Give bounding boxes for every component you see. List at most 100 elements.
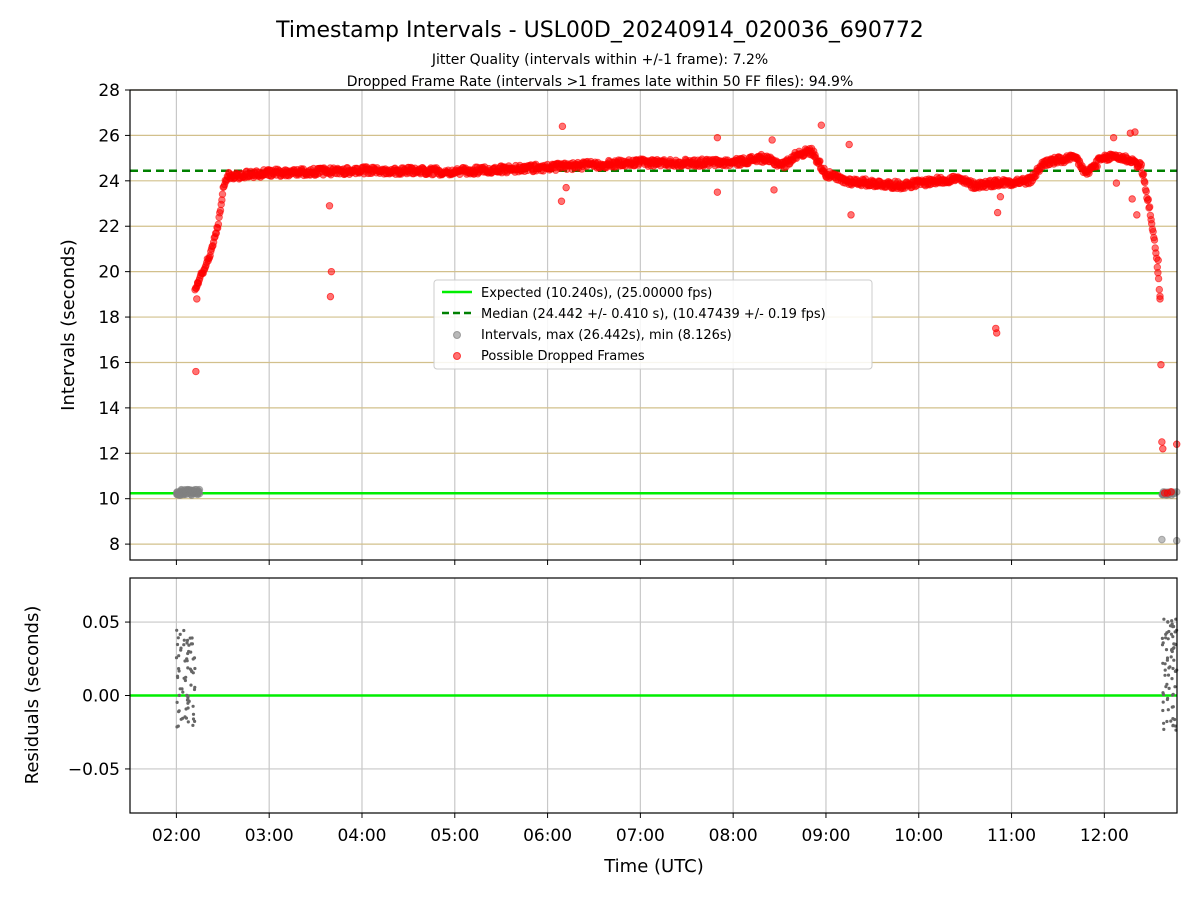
x-tick-label: 08:00 (709, 826, 758, 846)
x-tick-label: 09:00 (801, 826, 850, 846)
residual-point (1172, 646, 1176, 650)
residual-point (182, 643, 186, 647)
dropped-frame-point (1155, 285, 1163, 294)
residual-point (1160, 643, 1165, 647)
residual-point (1166, 708, 1170, 712)
dropped-frame-point (193, 295, 201, 303)
residual-point (1165, 658, 1169, 662)
residual-point (1171, 635, 1175, 639)
residual-point (193, 666, 197, 671)
residual-point (175, 674, 180, 678)
x-tick-label: 10:00 (894, 826, 943, 846)
dropped-frame-point (327, 267, 336, 276)
dropped-frame-point (768, 136, 776, 144)
residual-point (176, 636, 180, 640)
top-y-axis-label: Intervals (seconds) (58, 239, 79, 411)
dropped-frame-point (1133, 211, 1141, 219)
residual-point (1172, 658, 1176, 662)
residual-point (1170, 677, 1174, 681)
dropped-frame-point (770, 186, 778, 194)
dropped-frame-point (816, 157, 824, 165)
top-y-tick-label: 28 (98, 81, 120, 101)
dropped-frame-point (192, 367, 200, 376)
bottom-y-tick-label: 0.05 (82, 613, 120, 633)
dropped-frame-point (1109, 133, 1118, 142)
dropped-frame-point (1156, 295, 1164, 303)
residual-point (191, 717, 196, 721)
dropped-frame-point (1154, 256, 1162, 264)
dropped-frame-point (713, 133, 722, 142)
residual-point (191, 704, 195, 708)
residual-point (192, 656, 197, 660)
residual-point (177, 710, 181, 714)
residual-point (176, 724, 180, 728)
residual-point (186, 666, 190, 670)
residual-point (1165, 697, 1169, 702)
residual-point (1162, 721, 1166, 725)
dropped-frame-point (1150, 236, 1159, 244)
residual-point (1165, 719, 1169, 724)
dropped-frame-point (1093, 162, 1101, 171)
top-y-tick-label: 18 (98, 308, 120, 328)
residual-point (1170, 705, 1174, 709)
legend-median-label: Median (24.442 +/- 0.410 s), (10.47439 +… (481, 307, 826, 322)
residual-point (185, 693, 189, 698)
dropped-frame-point (214, 220, 223, 228)
dropped-frame-point (562, 183, 570, 192)
top-y-tick-label: 20 (98, 263, 120, 283)
dropped-frame-point (847, 211, 855, 219)
residual-point (184, 716, 188, 720)
dropped-frame-point (194, 279, 202, 287)
residual-point (182, 638, 186, 642)
legend-intervals-marker (453, 331, 461, 339)
dropped-frame-point (713, 188, 722, 196)
residual-point (182, 628, 186, 633)
dropped-frame-point (1141, 178, 1149, 187)
residual-point (1172, 624, 1176, 629)
dropped-frame-point (1167, 488, 1175, 496)
residual-point (190, 669, 194, 673)
residual-point (178, 632, 182, 637)
x-tick-label: 04:00 (337, 826, 386, 846)
residual-point (1170, 619, 1174, 623)
residual-point (1166, 673, 1171, 677)
residual-point (1173, 717, 1177, 722)
legend-dropped-label: Possible Dropped Frames (481, 349, 645, 364)
residual-point (189, 642, 193, 646)
dropped-frame-point (218, 190, 227, 198)
residual-point (1174, 724, 1178, 728)
residual-point (1169, 719, 1173, 723)
interval-point (193, 485, 201, 494)
residual-point (1170, 649, 1174, 654)
bottom-y-tick-label: 0.00 (82, 687, 120, 707)
top-y-tick-label: 8 (109, 535, 120, 555)
residuals-panel: −0.05 0.00 0.05 02:00 03:00 04:00 05:00 06:00 07… (68, 577, 1179, 846)
legend-box (433, 279, 873, 370)
residual-point (179, 648, 183, 652)
residual-point (185, 638, 190, 643)
dropped-frame-point (1139, 170, 1148, 178)
dropped-frame-point (993, 329, 1001, 337)
dropped-frame-point (817, 121, 826, 129)
dropped-frame-point (1154, 274, 1163, 283)
residual-point (177, 654, 181, 658)
residual-point (1166, 620, 1170, 624)
residual-point (177, 693, 181, 698)
interval-point (182, 486, 191, 494)
residual-point (177, 667, 181, 671)
residual-point (1161, 700, 1165, 704)
residual-point (185, 641, 189, 645)
bottom-y-axis-label: Residuals (seconds) (22, 606, 43, 785)
dropped-frame-point (558, 122, 567, 131)
residual-point (1163, 673, 1167, 677)
residual-point (174, 656, 179, 660)
residual-point (1163, 668, 1167, 672)
chart-subtitle-dropped: Dropped Frame Rate (intervals >1 frames … (347, 74, 854, 90)
residual-point (186, 701, 190, 705)
top-y-tick-label: 26 (98, 126, 120, 146)
x-tick-label: 07:00 (616, 826, 665, 846)
residual-point (1163, 662, 1167, 666)
dropped-frame-point (1112, 179, 1121, 187)
dropped-frame-point (996, 193, 1005, 201)
